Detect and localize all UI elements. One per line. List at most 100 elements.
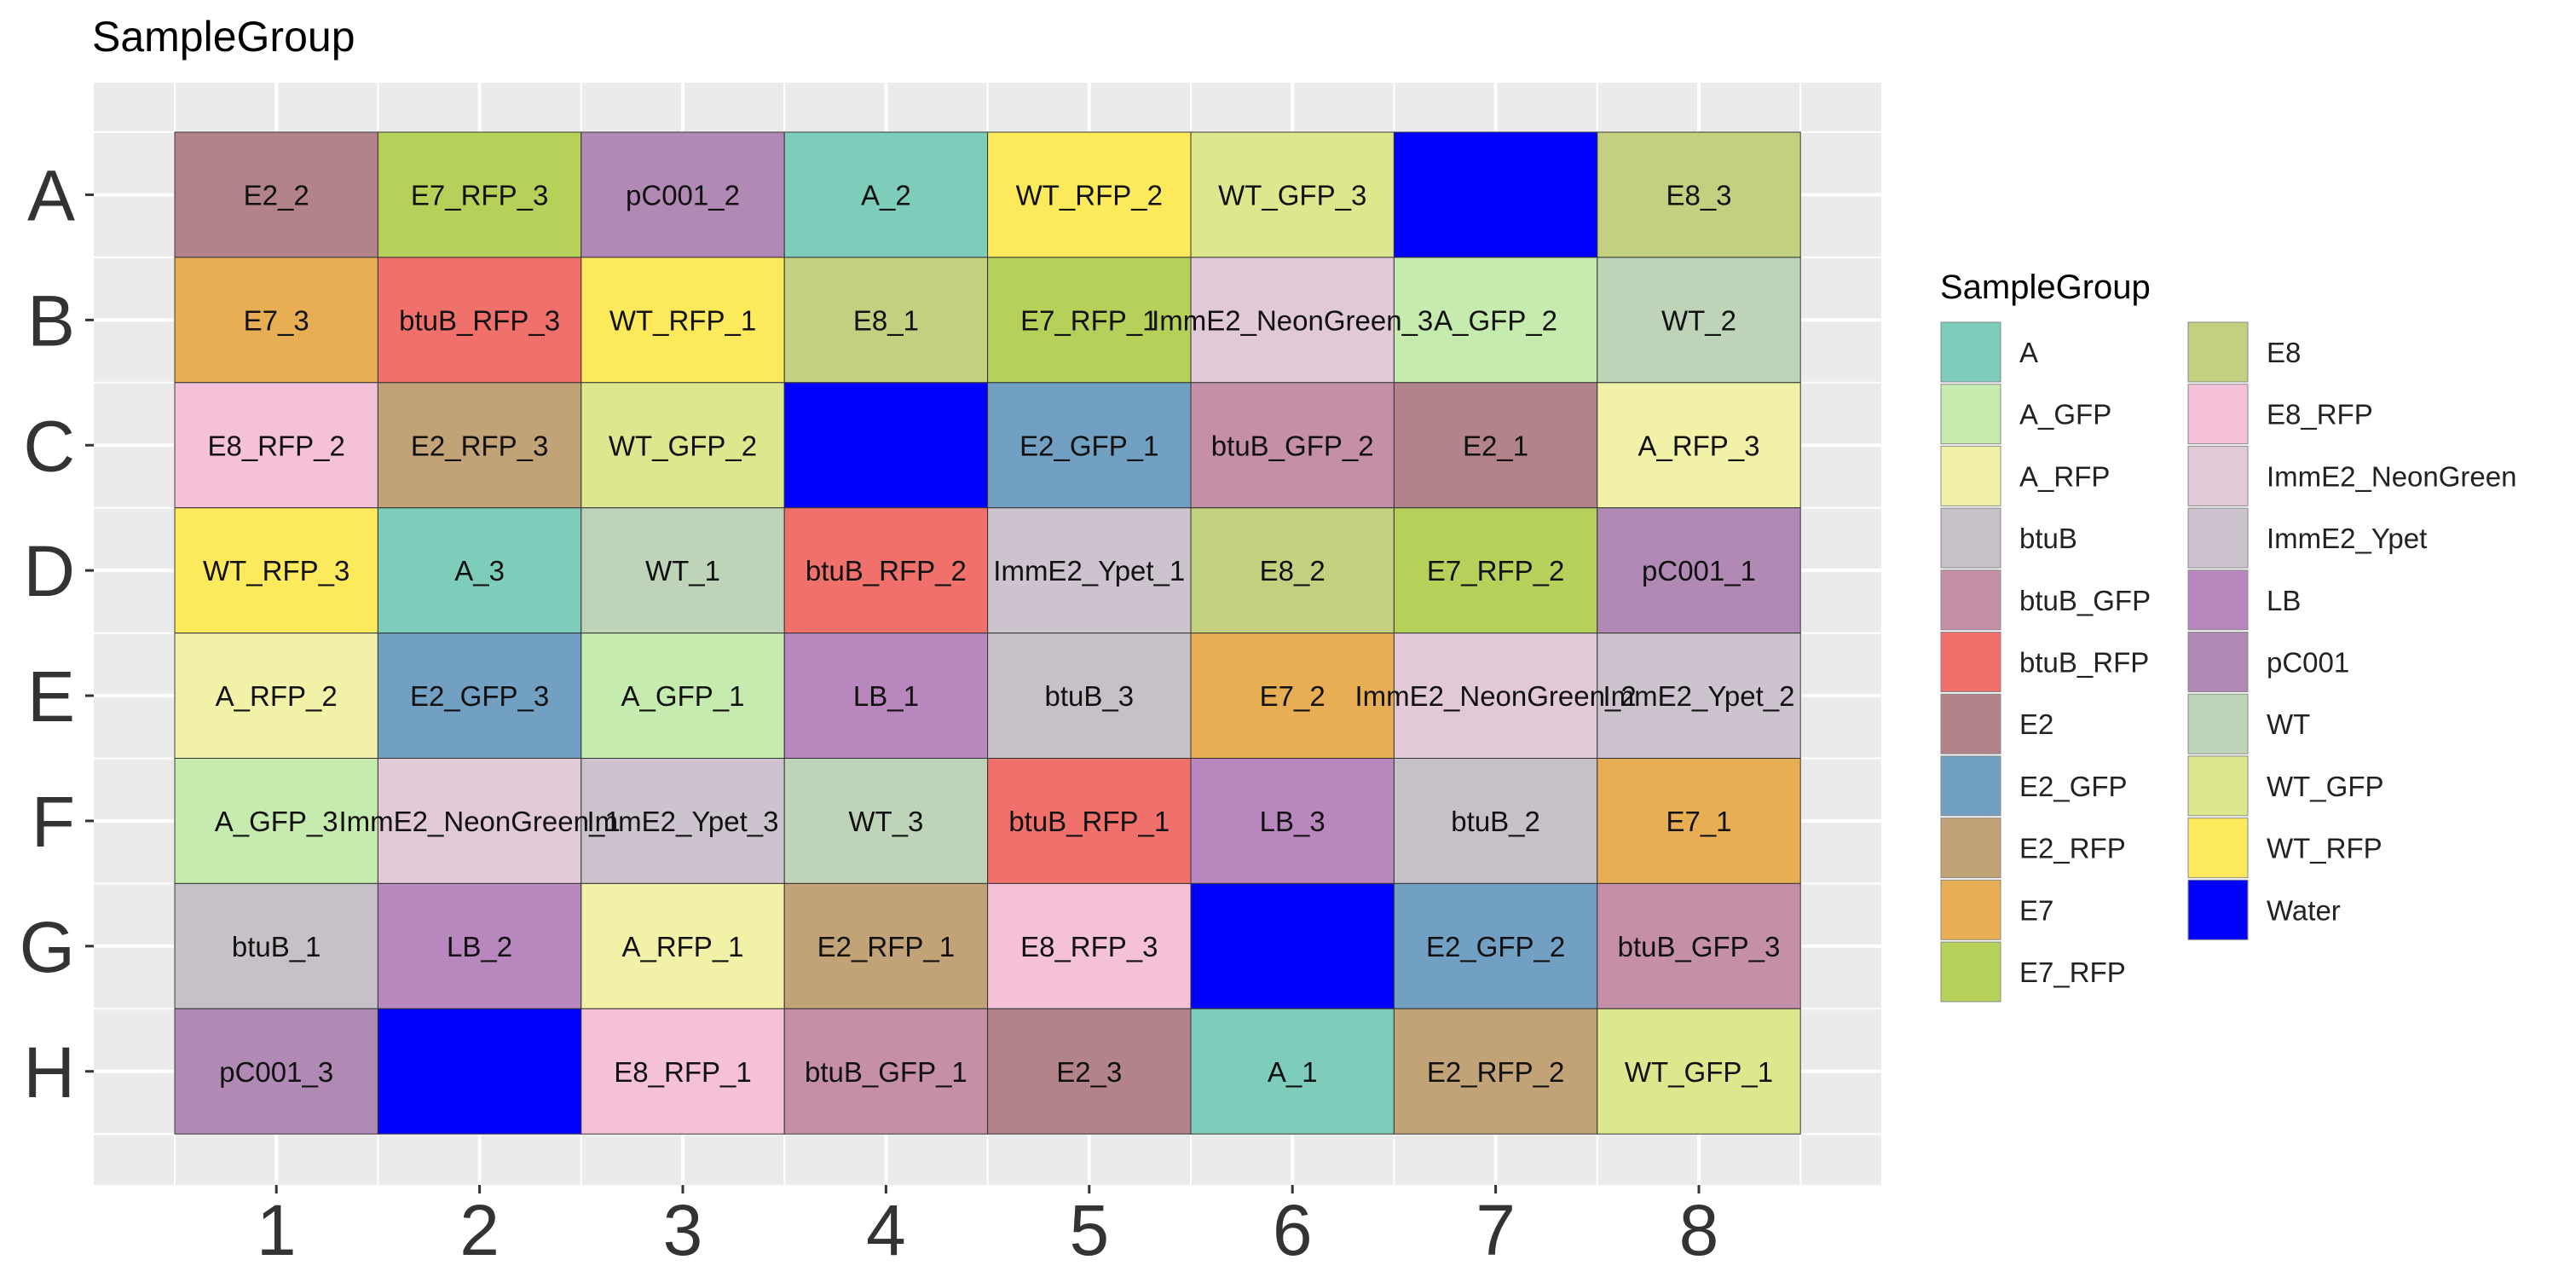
well-label-B2: btuB_RFP_3 bbox=[399, 304, 560, 336]
plate-well-B7 bbox=[1393, 257, 1598, 384]
well-label-B6: ImmE2_NeonGreen_3 bbox=[1152, 304, 1433, 336]
well-label-A2: E7_RFP_3 bbox=[411, 179, 548, 211]
legend-key-btuB_RFP bbox=[1940, 632, 2001, 692]
plate-well-B5 bbox=[987, 257, 1192, 384]
plate-well-H3 bbox=[580, 1008, 785, 1135]
well-label-G5: E8_RFP_3 bbox=[1020, 931, 1158, 962]
legend-label-E2_GFP: E2_GFP bbox=[2019, 771, 2128, 802]
legend-label-btuB: btuB bbox=[2019, 523, 2077, 554]
plate-well-D1 bbox=[174, 507, 378, 634]
x-tick-label-5: 5 bbox=[1069, 1190, 1109, 1270]
plate-well-D3 bbox=[580, 507, 785, 634]
well-label-D1: WT_RFP_3 bbox=[203, 555, 349, 587]
legend-label-btuB_GFP: btuB_GFP bbox=[2019, 585, 2151, 616]
plate-well-D4 bbox=[783, 507, 989, 634]
plate-well-G4 bbox=[783, 882, 989, 1009]
x-tick-label-6: 6 bbox=[1273, 1190, 1313, 1270]
well-label-F7: btuB_2 bbox=[1451, 806, 1540, 837]
well-label-E1: A_RFP_2 bbox=[216, 680, 338, 712]
plate-well-B8 bbox=[1597, 257, 1801, 384]
well-label-C7: E2_1 bbox=[1463, 430, 1528, 461]
well-label-C3: WT_GFP_2 bbox=[609, 430, 757, 461]
x-tick-label-7: 7 bbox=[1476, 1190, 1516, 1270]
legend-key-WT bbox=[2187, 693, 2249, 754]
well-label-G8: btuB_GFP_3 bbox=[1618, 931, 1781, 962]
plate-well-G5 bbox=[987, 882, 1192, 1009]
well-label-G7: E2_GFP_2 bbox=[1426, 931, 1565, 962]
legend-label-pC001: pC001 bbox=[2267, 647, 2349, 679]
well-label-E2: E2_GFP_3 bbox=[410, 680, 549, 712]
plate-well-E4 bbox=[783, 633, 989, 759]
y-tick-label-H: H bbox=[23, 1032, 75, 1113]
well-label-A1: E2_2 bbox=[244, 179, 309, 211]
x-tick-label-8: 8 bbox=[1679, 1190, 1719, 1270]
plate-well-C7 bbox=[1393, 382, 1598, 509]
well-label-D7: E7_RFP_2 bbox=[1427, 555, 1564, 587]
legend-label-ImmE2_Ypet: ImmE2_Ypet bbox=[2267, 523, 2427, 554]
legend-label-E7: E7 bbox=[2019, 894, 2053, 926]
legend-label-E7_RFP: E7_RFP bbox=[2019, 956, 2126, 988]
plate-well-E6 bbox=[1190, 633, 1395, 759]
well-label-B5: E7_RFP_1 bbox=[1020, 304, 1158, 336]
well-label-B4: E8_1 bbox=[853, 304, 919, 336]
well-label-D4: btuB_RFP_2 bbox=[806, 555, 967, 587]
legend-label-E8: E8 bbox=[2267, 337, 2301, 368]
plate-well-F8 bbox=[1597, 758, 1801, 884]
plate-well-F3 bbox=[580, 758, 785, 884]
y-tick-label-G: G bbox=[20, 907, 75, 987]
well-label-G3: A_RFP_1 bbox=[621, 931, 743, 962]
well-label-C1: E8_RFP_2 bbox=[207, 430, 344, 461]
well-label-E7: ImmE2_NeonGreen_2 bbox=[1355, 680, 1637, 712]
legend-key-btuB_GFP bbox=[1940, 569, 2001, 631]
well-label-C2: E2_RFP_3 bbox=[411, 430, 548, 461]
well-label-F1: A_GFP_3 bbox=[215, 806, 338, 837]
plate-well-E1 bbox=[174, 633, 378, 759]
legend-label-E2_RFP: E2_RFP bbox=[2019, 833, 2126, 864]
well-label-H8: WT_GFP_1 bbox=[1625, 1056, 1773, 1088]
well-label-C8: A_RFP_3 bbox=[1637, 430, 1759, 461]
plate-well-G1 bbox=[174, 882, 378, 1009]
plate-well-H7 bbox=[1393, 1008, 1598, 1135]
well-label-G1: btuB_1 bbox=[232, 931, 321, 962]
well-label-F5: btuB_RFP_1 bbox=[1008, 806, 1170, 837]
legend-key-Water bbox=[2187, 879, 2249, 940]
well-label-G4: E2_RFP_1 bbox=[817, 931, 955, 962]
x-tick-label-3: 3 bbox=[663, 1190, 703, 1270]
plate-well-A8 bbox=[1597, 131, 1801, 258]
plate-well-A6 bbox=[1190, 131, 1395, 258]
well-label-B7: A_GFP_2 bbox=[1434, 304, 1557, 336]
legend-key-E8_RFP bbox=[2187, 384, 2249, 445]
well-label-G2: LB_2 bbox=[447, 931, 512, 962]
y-tick-label-F: F bbox=[32, 782, 75, 862]
plate-well-E5 bbox=[987, 633, 1192, 759]
legend-key-E2 bbox=[1940, 693, 2001, 754]
legend-key-ImmE2_Ypet bbox=[2187, 507, 2249, 569]
plate-well-C4 bbox=[783, 382, 989, 509]
well-label-A3: pC001_2 bbox=[626, 179, 740, 211]
well-label-E8: ImmE2_Ypet_2 bbox=[1603, 680, 1794, 712]
well-label-E5: btuB_3 bbox=[1045, 680, 1135, 712]
plate-well-H5 bbox=[987, 1008, 1192, 1135]
plate-well-G8 bbox=[1597, 882, 1801, 1009]
legend-key-E7_RFP bbox=[1940, 941, 2001, 1003]
y-tick-label-D: D bbox=[23, 531, 75, 611]
plate-well-E3 bbox=[580, 633, 785, 759]
x-tick-label-1: 1 bbox=[257, 1190, 297, 1270]
legend-key-A_RFP bbox=[1940, 445, 2001, 506]
plate-well-B6 bbox=[1190, 257, 1395, 384]
plate-well-C2 bbox=[377, 382, 582, 509]
legend-title: SampleGroup bbox=[1940, 269, 2151, 306]
plate-well-F5 bbox=[987, 758, 1192, 884]
plate-well-H1 bbox=[174, 1008, 378, 1135]
plate-well-D8 bbox=[1597, 507, 1801, 634]
y-tick-label-B: B bbox=[27, 280, 75, 361]
well-label-F4: WT_3 bbox=[848, 806, 923, 837]
legend-label-btuB_RFP: btuB_RFP bbox=[2019, 647, 2149, 679]
plate-well-A4 bbox=[783, 131, 989, 258]
legend-key-E2_GFP bbox=[1940, 755, 2001, 817]
well-label-H1: pC001_3 bbox=[219, 1056, 333, 1088]
plate-well-F1 bbox=[174, 758, 378, 884]
legend-key-pC001 bbox=[2187, 632, 2249, 692]
legend-label-WT: WT bbox=[2267, 708, 2310, 740]
well-label-B8: WT_2 bbox=[1661, 304, 1736, 336]
